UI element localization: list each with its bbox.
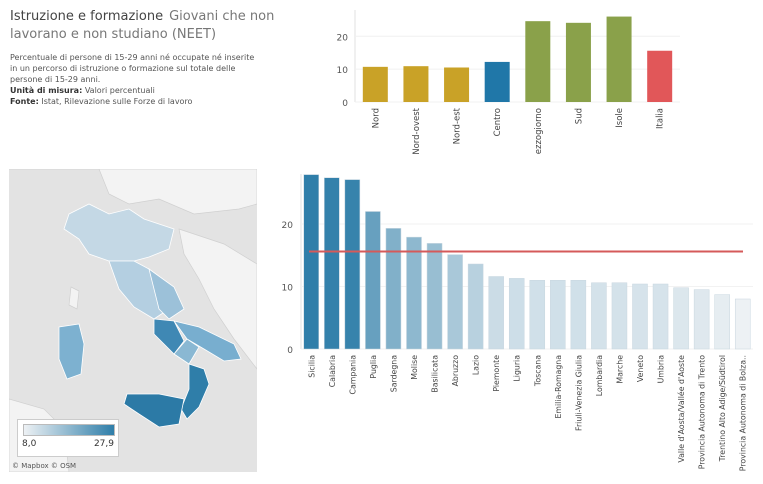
description-text: Percentuale di persone di 15-29 anni né …: [10, 53, 255, 84]
top-x-tick-label: Isole: [615, 108, 625, 128]
main-x-tick-label: Liguria: [513, 355, 522, 382]
bar-sicilia: [303, 174, 320, 350]
unit-label: Unità di misura:: [10, 86, 83, 95]
northern-italy: [63, 203, 175, 262]
basilicata-region: [173, 338, 200, 365]
bar-sud: [565, 22, 591, 102]
map-attribution[interactable]: © Mapbox © OSM: [12, 462, 77, 470]
top-x-tick-label: Italia: [656, 108, 666, 129]
bar-toscana: [529, 280, 546, 350]
source-label: Fonte:: [10, 97, 39, 106]
bar-valle-d-aosta-vall-e-d-aoste: [673, 287, 689, 350]
main-x-tick-label: Campania: [348, 355, 357, 395]
main-x-tick-label: Sicilia: [307, 355, 316, 378]
adriatic-regions: [148, 268, 185, 320]
calabria-region: [180, 363, 210, 420]
description-block: Percentuale di persone di 15-29 anni né …: [10, 52, 255, 107]
top-y-tick-label: 0: [342, 99, 348, 109]
macro-area-bar-chart: 0 10 20 Nord Nord-ovest Nord-est Centro Mezzogi…: [325, 4, 685, 162]
main-x-tick-label: Lombardia: [595, 355, 604, 396]
bar-sardegna: [385, 228, 402, 350]
main-x-tick-label: Sardegna: [389, 355, 398, 392]
main-x-tick-label: Basilicata: [431, 355, 440, 393]
top-x-tick-label: Sud: [574, 108, 584, 124]
bar-nord-est: [444, 67, 470, 102]
unit-line: Unità di misura: Valori percentuali: [10, 85, 255, 96]
bar-trentino-alto-adige-s-dtirol: [714, 294, 730, 350]
region-chart-svg: 0 10 20 Sicilia Calabria Campania Puglia Sardeg…: [282, 174, 753, 471]
bar-italia: [647, 50, 673, 102]
top-x-tick-label: Nord-ovest: [412, 107, 422, 154]
main-x-tick-label: Calabria: [328, 355, 337, 387]
map-svg: [9, 169, 257, 472]
balkans-land: [178, 228, 257, 370]
main-x-tick-label: Piemonte: [492, 355, 501, 392]
legend-min-value: 8,0: [22, 439, 37, 449]
main-x-tick-label: Trentino Alto Adige/Südtirol: [718, 355, 727, 462]
main-x-tick-label: Molise: [410, 355, 419, 380]
macro-area-chart-svg: 0 10 20 Nord Nord-ovest Nord-est Centro Mezzogi…: [337, 10, 680, 162]
top-x-tick-label: Centro: [493, 108, 503, 136]
bar-marche: [611, 282, 628, 350]
main-x-tick-label: Umbria: [657, 355, 666, 384]
legend-gradient: [23, 424, 115, 436]
top-y-tick-label: 20: [337, 33, 349, 43]
map-legend: 8,0 27,9: [17, 419, 119, 457]
main-y-tick-label: 0: [287, 346, 293, 356]
bar-mezzogiorno: [525, 21, 551, 102]
bar-friuli-venezia-giulia: [570, 280, 587, 350]
main-x-tick-label: Puglia: [369, 355, 378, 379]
bar-molise: [406, 236, 422, 350]
bar-provincia-autonoma-di-trento: [693, 289, 710, 350]
main-x-tick-label: Provincia Autonoma di Bolza..: [739, 355, 748, 471]
main-x-tick-label: Friuli-Venezia Giulia: [574, 355, 583, 431]
main-x-tick-label: Abruzzo: [451, 355, 460, 387]
main-x-tick-label: Toscana: [533, 355, 542, 387]
bar-lazio: [467, 263, 484, 350]
bar-nord-ovest: [403, 66, 429, 102]
main-x-tick-label: Valle d'Aosta/Vallée d'Aoste: [677, 355, 686, 463]
main-x-tick-label: Emilia-Romagna: [554, 355, 563, 419]
bar-emilia-romagna: [550, 280, 566, 350]
bar-basilicata: [426, 243, 443, 350]
region-bar-chart: 0 10 20 Sicilia Calabria Campania Puglia Sardeg…: [263, 169, 758, 472]
bar-isole: [606, 16, 632, 103]
bar-umbria: [652, 283, 669, 350]
main-x-tick-label: Lazio: [472, 355, 481, 375]
main-y-tick-label: 20: [282, 221, 294, 231]
bar-centro: [484, 61, 510, 102]
top-x-tick-label: Mezzogiorno: [534, 108, 544, 154]
top-x-tick-label: Nord-est: [453, 107, 463, 144]
title-topic: Istruzione e formazione: [10, 9, 164, 24]
corsica-land: [68, 286, 80, 310]
bar-piemonte: [488, 276, 504, 350]
main-x-tick-label: Veneto: [636, 355, 645, 382]
header: Istruzione e formazione Giovani che non l…: [10, 8, 310, 107]
source-line: Fonte: Istat, Rilevazione sulle Forze di…: [10, 96, 255, 107]
bar-liguria: [508, 278, 525, 350]
alps-neighbours: [9, 169, 257, 215]
sardinia-region: [58, 323, 85, 380]
main-x-tick-label: Marche: [615, 355, 624, 384]
main-x-tick-label: Provincia Autonoma di Trento: [698, 355, 707, 470]
main-y-tick-label: 10: [282, 284, 294, 294]
bar-abruzzo: [447, 254, 463, 350]
legend-max-value: 27,9: [93, 439, 114, 449]
bar-calabria: [324, 177, 340, 350]
bar-campania: [344, 179, 361, 350]
source-value: Istat, Rilevazione sulle Forze di lavoro: [41, 97, 193, 106]
unit-value: Valori percentuali: [84, 86, 155, 95]
bar-lombardia: [591, 282, 607, 350]
bar-provincia-autonoma-di-bolza: [734, 298, 751, 350]
top-x-tick-label: Nord: [371, 108, 381, 128]
page-title: Istruzione e formazione Giovani che non l…: [10, 8, 310, 44]
title-indicator: Giovani che non lavorano e non studiano …: [10, 9, 275, 42]
italy-map[interactable]: 8,0 27,9 © Mapbox © OSM: [9, 169, 257, 472]
top-y-tick-label: 10: [337, 66, 349, 76]
sicily-region: [123, 393, 185, 428]
bar-veneto: [632, 283, 648, 350]
bar-puglia: [365, 211, 381, 350]
bar-nord: [362, 66, 388, 102]
